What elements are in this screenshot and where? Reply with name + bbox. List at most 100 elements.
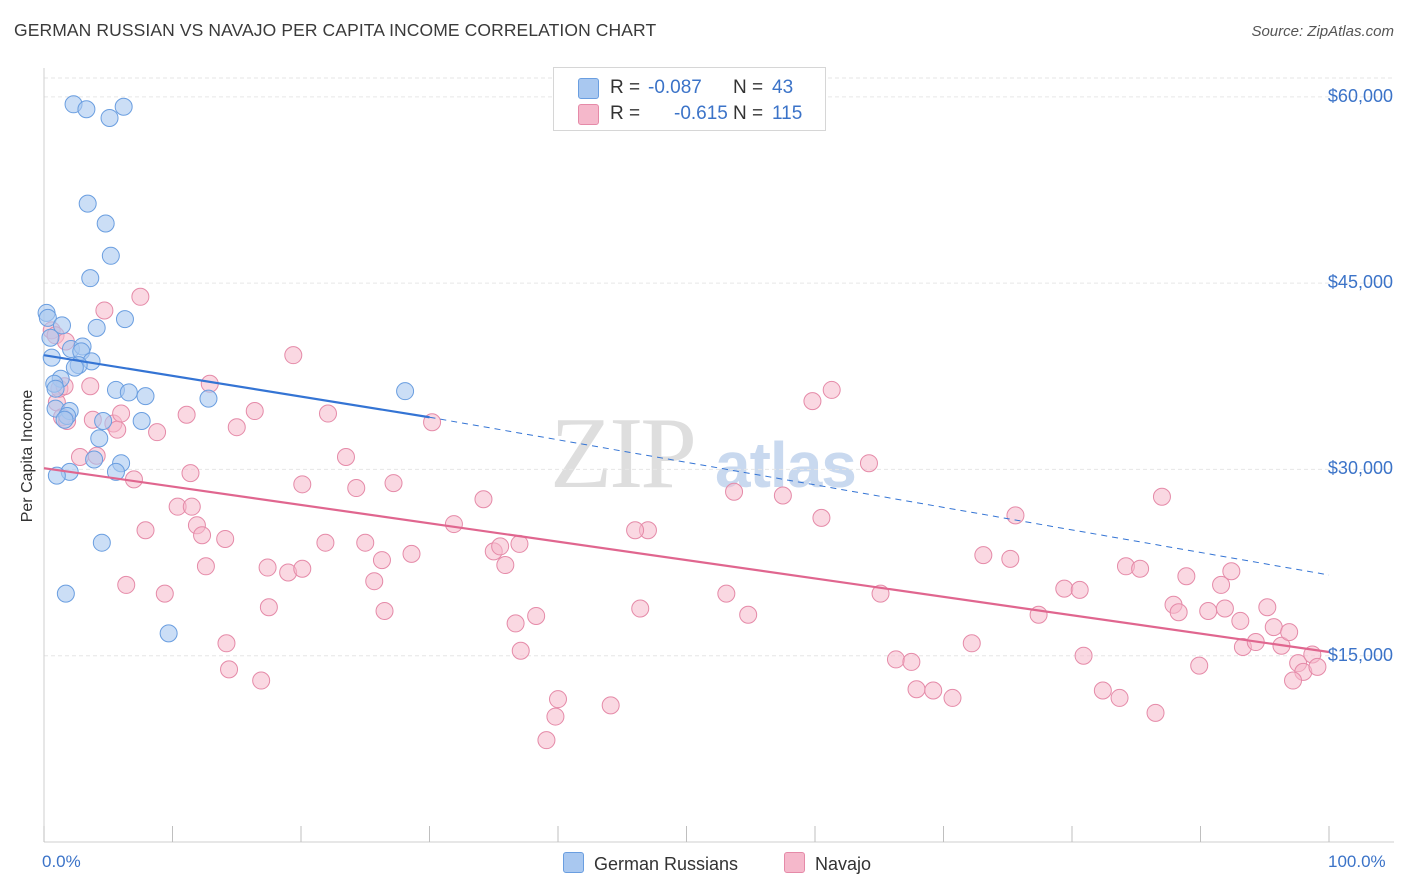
- legend-r-label: R =: [610, 77, 641, 98]
- navajo-point: [601, 696, 620, 715]
- german-russians-trendline: [43, 354, 430, 419]
- x-tick-label-max: 100.0%: [1328, 852, 1386, 871]
- legend-swatch-blue: [578, 78, 599, 99]
- navajo-point: [177, 405, 196, 424]
- navajo-point: [546, 707, 565, 726]
- navajo-point: [181, 464, 200, 483]
- navajo-point: [193, 526, 212, 545]
- german-russians-point: [38, 308, 57, 327]
- german-russians-point: [52, 316, 71, 335]
- navajo-point: [293, 475, 312, 494]
- navajo-point: [1177, 567, 1196, 586]
- german-russians-point: [77, 100, 96, 119]
- navajo-point: [1308, 657, 1327, 676]
- navajo-point: [537, 731, 556, 750]
- bottom-legend-swatch-pink: [784, 852, 805, 873]
- navajo-point: [245, 402, 264, 421]
- navajo-point: [1212, 575, 1231, 594]
- navajo-point: [974, 546, 993, 565]
- bottom-legend-label: German Russians: [594, 854, 739, 874]
- navajo-point: [220, 660, 239, 679]
- stats-legend: R = -0.087 N = 43 R = -0.615 N = 115: [553, 67, 826, 131]
- navajo-point: [1284, 671, 1303, 690]
- bottom-legend-swatch-blue: [563, 852, 584, 873]
- navajo-point: [136, 521, 155, 540]
- navajo-point: [1199, 602, 1218, 620]
- navajo-point: [1006, 506, 1025, 525]
- navajo-point: [1280, 623, 1299, 642]
- y-tick-label: $15,000: [1327, 644, 1393, 665]
- navajo-point: [117, 575, 136, 594]
- legend-r-label: R =: [610, 103, 641, 124]
- navajo-point: [95, 301, 114, 320]
- german-russians-trendline-extension: [429, 416, 1330, 576]
- german-russians-point: [56, 584, 75, 603]
- navajo-point: [496, 556, 515, 575]
- navajo-point: [1215, 599, 1234, 618]
- german-russians-point: [159, 624, 178, 643]
- navajo-point: [859, 454, 878, 473]
- navajo-point: [943, 688, 962, 707]
- navajo-point: [725, 482, 744, 501]
- navajo-point: [258, 558, 277, 577]
- bottom-legend-german-russians[interactable]: German Russians: [563, 852, 738, 875]
- navajo-point: [1231, 611, 1250, 630]
- chart-title: GERMAN RUSSIAN VS NAVAJO PER CAPITA INCO…: [14, 20, 657, 40]
- navajo-point: [886, 650, 905, 669]
- german-russians-point: [106, 462, 125, 481]
- navajo-point: [1131, 559, 1150, 578]
- navajo-point: [474, 490, 493, 509]
- bottom-legend-label: Navajo: [815, 854, 872, 874]
- navajo-point: [131, 287, 150, 306]
- navajo-point: [216, 529, 235, 548]
- navajo-point: [907, 680, 926, 699]
- german-russians-point: [87, 318, 106, 337]
- navajo-point: [527, 606, 546, 625]
- navajo-point: [506, 614, 525, 633]
- navajo-point: [1222, 562, 1241, 581]
- german-russians-point: [136, 387, 155, 406]
- legend-r-value: -0.087: [648, 77, 702, 98]
- navajo-point: [444, 515, 463, 534]
- navajo-point: [155, 584, 174, 603]
- navajo-point: [1258, 598, 1277, 617]
- navajo-point: [626, 521, 645, 540]
- navajo-point: [1169, 603, 1188, 622]
- navajo-point: [372, 551, 391, 570]
- navajo-point: [631, 599, 650, 618]
- y-tick-label: $30,000: [1327, 458, 1393, 479]
- navajo-point: [549, 690, 567, 709]
- german-russians-point: [90, 429, 109, 448]
- navajo-point: [1264, 618, 1283, 637]
- german-russians-point: [199, 389, 218, 408]
- german-russians-point: [119, 383, 138, 402]
- german-russians-point: [92, 533, 111, 552]
- navajo-point: [384, 474, 403, 493]
- navajo-point: [1055, 579, 1074, 598]
- bottom-legend-navajo[interactable]: Navajo: [784, 852, 871, 875]
- navajo-point: [962, 634, 981, 653]
- navajo-point: [148, 423, 167, 442]
- navajo-point: [803, 392, 822, 411]
- navajo-point: [1070, 580, 1089, 599]
- navajo-point: [924, 681, 943, 700]
- legend-n-label: N =: [733, 103, 764, 124]
- navajo-point: [347, 479, 366, 498]
- german-russians-point: [46, 379, 65, 398]
- german-russians-point: [41, 328, 60, 347]
- y-tick-label: $45,000: [1327, 272, 1393, 293]
- navajo-point: [375, 602, 394, 620]
- y-tick-label: $60,000: [1327, 85, 1393, 106]
- navajo-point: [112, 404, 131, 423]
- navajo-point: [902, 652, 921, 671]
- navajo-point: [1001, 549, 1020, 568]
- navajo-point: [822, 380, 841, 399]
- navajo-point: [356, 533, 375, 552]
- navajo-point: [739, 605, 758, 624]
- navajo-point: [196, 557, 215, 576]
- navajo-point: [318, 404, 337, 423]
- german-russians-point: [396, 382, 415, 401]
- legend-r-value: -0.615: [674, 103, 728, 124]
- navajo-point: [491, 537, 510, 556]
- german-russians-point: [85, 450, 104, 469]
